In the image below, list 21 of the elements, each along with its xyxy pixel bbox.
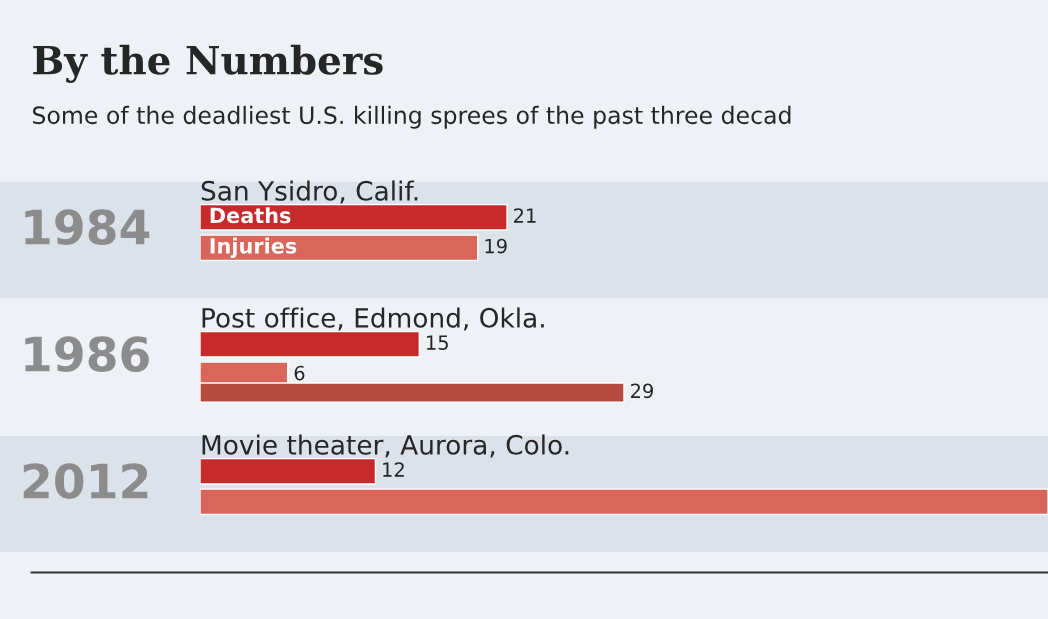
chart-title: By the Numbers (33, 44, 383, 83)
y-tick-label: 1984 (25, 209, 150, 245)
y-tick-label: 2012 (23, 463, 148, 499)
data-label: 21 (514, 208, 536, 223)
bar (200, 457, 377, 485)
data-label: 12 (383, 462, 404, 477)
bar (200, 488, 1048, 516)
annotation: Post office, Edmond, Okla. (202, 307, 544, 331)
data-label: 15 (427, 335, 448, 350)
annotation: San Ysidro, Calif. (201, 180, 418, 204)
data-label: 6 (294, 365, 305, 381)
bar (200, 234, 479, 262)
bar (200, 330, 421, 358)
bar (200, 203, 508, 231)
data-label: 29 (630, 383, 653, 399)
chart-subtitle: Some of the deadliest U.S. killing sprees of the past three decad (33, 105, 791, 129)
series-label: Injuries (210, 237, 297, 258)
series-label: Deaths (210, 207, 291, 224)
annotation: Movie theater, Aurora, Colo. (202, 434, 569, 458)
data-label: 19 (485, 238, 507, 254)
y-tick-label: 1986 (25, 336, 149, 372)
